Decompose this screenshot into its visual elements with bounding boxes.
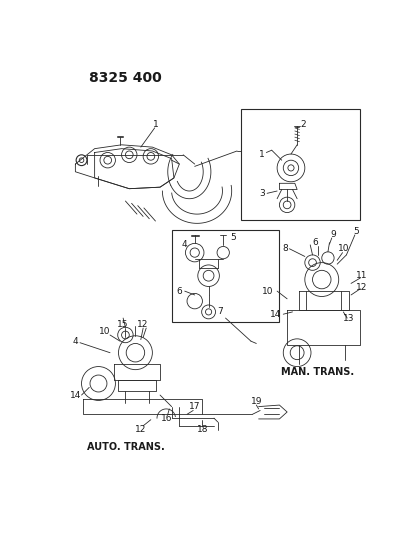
Text: 13: 13	[342, 313, 354, 322]
Text: 19: 19	[250, 397, 261, 406]
Text: 18: 18	[196, 425, 208, 434]
Text: 4: 4	[72, 337, 78, 346]
Text: 16: 16	[160, 414, 171, 423]
Text: 12: 12	[137, 320, 148, 329]
Text: 8: 8	[281, 244, 287, 253]
Text: 15: 15	[117, 320, 128, 329]
Bar	[171, 230, 279, 322]
Text: 7: 7	[217, 308, 222, 317]
Text: 12: 12	[355, 283, 366, 292]
Text: 5: 5	[230, 233, 236, 241]
Text: 9: 9	[330, 230, 335, 239]
Text: 10: 10	[99, 327, 110, 336]
Text: 1: 1	[153, 119, 159, 128]
Text: 6: 6	[312, 238, 318, 247]
Bar	[240, 109, 360, 220]
Text: 2: 2	[300, 119, 306, 128]
Text: 11: 11	[355, 271, 367, 280]
Text: 6: 6	[176, 287, 182, 296]
Text: 17: 17	[189, 402, 200, 411]
Text: 12: 12	[135, 425, 146, 434]
Text: 3: 3	[258, 189, 264, 198]
Text: 10: 10	[337, 244, 348, 253]
Text: 10: 10	[261, 287, 273, 296]
Text: 14: 14	[70, 391, 81, 400]
Text: 5: 5	[353, 227, 358, 236]
Text: 14: 14	[269, 310, 281, 319]
Text: 1: 1	[258, 150, 264, 159]
Text: 4: 4	[182, 240, 187, 249]
Text: 8325 400: 8325 400	[89, 71, 162, 85]
Text: MAN. TRANS.: MAN. TRANS.	[281, 367, 354, 377]
Text: AUTO. TRANS.: AUTO. TRANS.	[86, 442, 164, 453]
